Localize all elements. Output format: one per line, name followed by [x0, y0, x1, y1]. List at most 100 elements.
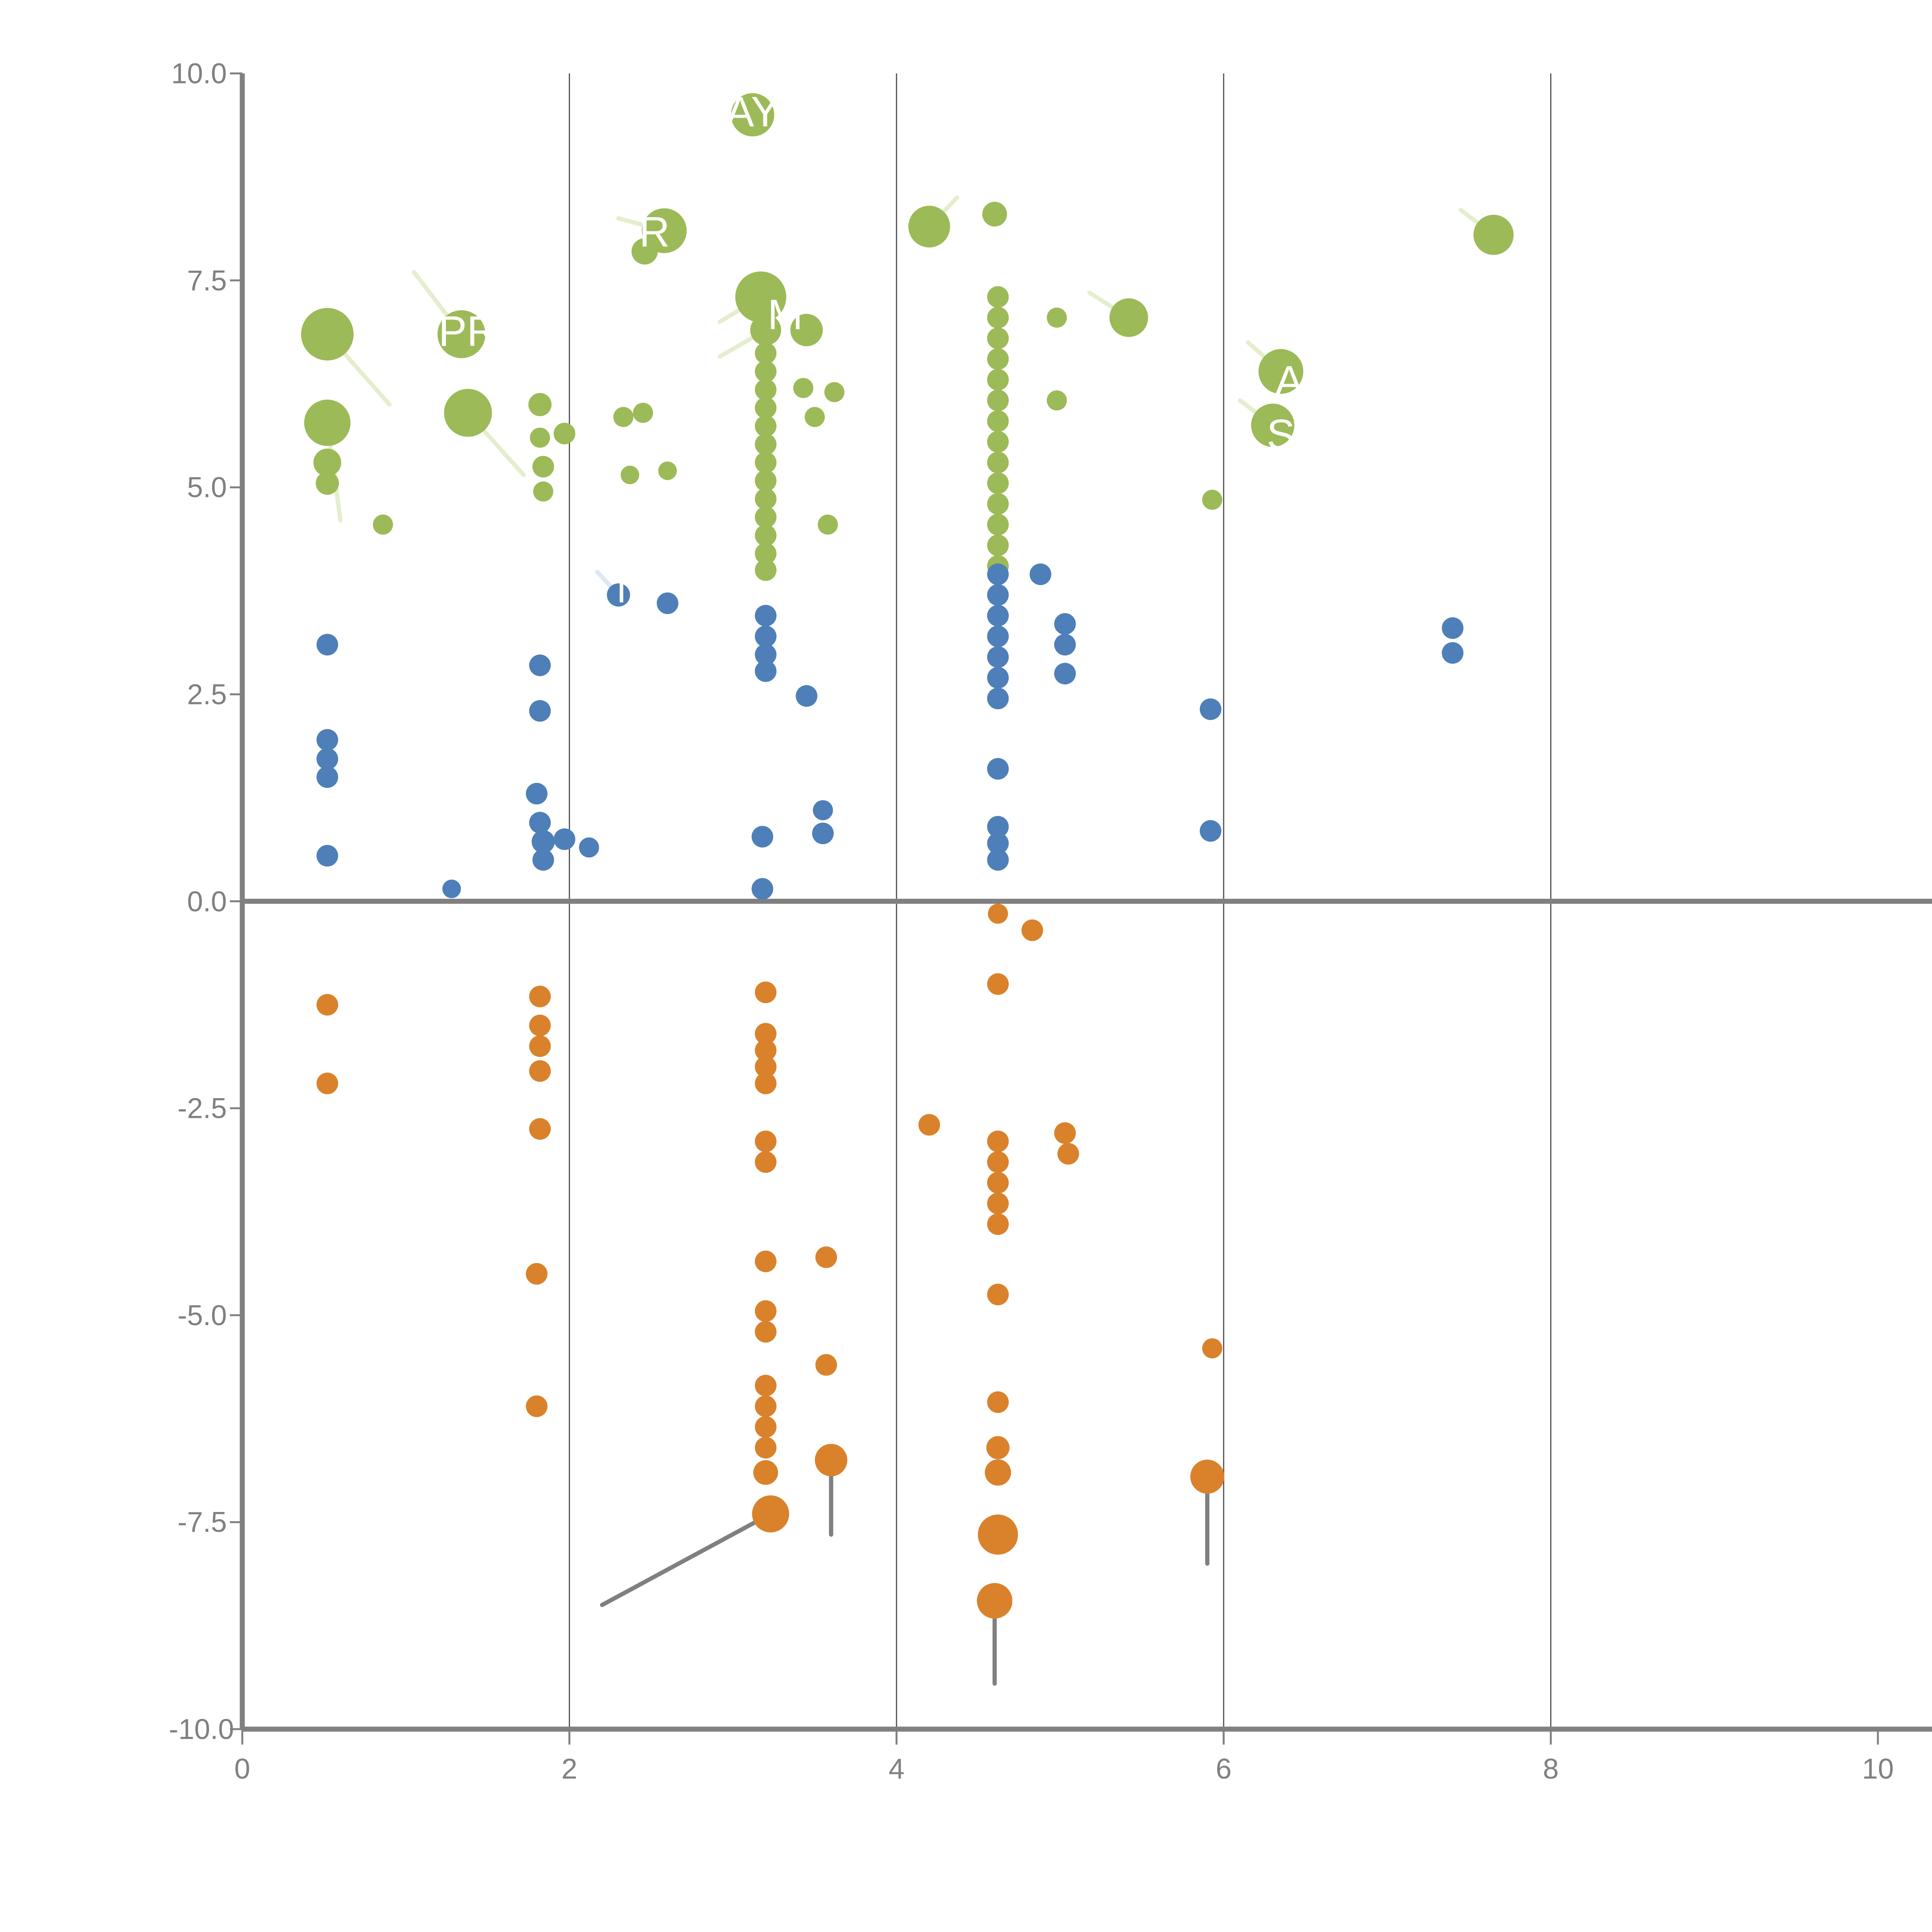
- data-point-green[interactable]: [908, 206, 950, 248]
- data-point-orange[interactable]: [755, 1023, 777, 1045]
- data-point-green[interactable]: [987, 348, 1009, 370]
- data-point-blue[interactable]: [987, 646, 1009, 668]
- data-point-blue[interactable]: [316, 729, 338, 751]
- data-point-green[interactable]: [316, 471, 339, 495]
- data-point-orange[interactable]: [987, 1151, 1009, 1173]
- data-point-orange[interactable]: [755, 1056, 777, 1078]
- data-point-green[interactable]: [373, 514, 393, 535]
- data-point-blue[interactable]: [1199, 698, 1221, 720]
- data-point-green[interactable]: [304, 400, 351, 446]
- data-point-orange[interactable]: [815, 1246, 837, 1268]
- data-point-green[interactable]: [1047, 308, 1067, 328]
- data-point-blue[interactable]: [656, 592, 679, 614]
- data-point-orange[interactable]: [1054, 1122, 1076, 1144]
- data-point-orange[interactable]: [755, 1416, 777, 1438]
- data-point-green[interactable]: [824, 382, 845, 402]
- data-point-green[interactable]: [1109, 298, 1148, 337]
- data-point-blue[interactable]: [987, 816, 1009, 838]
- data-point-green[interactable]: [987, 514, 1009, 536]
- data-point-orange[interactable]: [988, 903, 1008, 924]
- data-point-green[interactable]: [553, 422, 575, 444]
- data-point-blue[interactable]: [987, 832, 1009, 854]
- data-point-green[interactable]: [633, 403, 653, 423]
- data-point-blue[interactable]: [442, 879, 461, 898]
- data-point-green[interactable]: [1047, 390, 1067, 411]
- data-point-blue[interactable]: [529, 811, 551, 833]
- data-point-green[interactable]: [1202, 490, 1223, 510]
- data-point-green[interactable]: [804, 407, 825, 427]
- data-point-orange[interactable]: [978, 1514, 1018, 1555]
- data-point-blue[interactable]: [987, 667, 1009, 689]
- data-point-orange[interactable]: [755, 1072, 777, 1094]
- data-point-blue[interactable]: [987, 849, 1009, 871]
- data-point-green[interactable]: [755, 524, 777, 546]
- data-point-orange[interactable]: [755, 1130, 777, 1152]
- data-point-green[interactable]: [755, 342, 777, 364]
- data-point-orange[interactable]: [1202, 1338, 1223, 1359]
- data-point-green[interactable]: [987, 327, 1009, 349]
- data-point-green[interactable]: [621, 466, 639, 485]
- data-point-orange[interactable]: [918, 1114, 940, 1136]
- data-point-orange[interactable]: [986, 1436, 1010, 1459]
- data-point-green[interactable]: [530, 427, 550, 448]
- data-point-green[interactable]: [755, 470, 777, 492]
- data-point-orange[interactable]: [755, 1250, 777, 1272]
- data-point-blue[interactable]: [812, 822, 834, 844]
- data-point-blue[interactable]: [987, 687, 1009, 709]
- data-point-orange[interactable]: [316, 1072, 338, 1094]
- data-point-blue[interactable]: [531, 830, 555, 854]
- data-point-blue[interactable]: [579, 837, 599, 858]
- data-point-orange[interactable]: [755, 1395, 777, 1417]
- data-point-orange[interactable]: [526, 1263, 548, 1285]
- data-point-green[interactable]: [750, 315, 781, 346]
- data-point-blue[interactable]: [316, 766, 338, 788]
- data-point-orange[interactable]: [755, 1151, 777, 1173]
- data-point-green[interactable]: [755, 488, 777, 510]
- data-point-blue[interactable]: [1029, 563, 1051, 585]
- data-point-blue[interactable]: [1054, 634, 1076, 656]
- data-point-green[interactable]: [755, 361, 777, 383]
- data-point-blue[interactable]: [529, 654, 551, 676]
- data-point-blue[interactable]: [755, 625, 777, 647]
- data-point-blue[interactable]: [1442, 642, 1464, 664]
- data-point-blue[interactable]: [987, 625, 1009, 647]
- data-point-blue[interactable]: [526, 782, 548, 804]
- data-point-green[interactable]: [301, 308, 354, 361]
- data-point-orange[interactable]: [987, 1172, 1009, 1194]
- data-point-green[interactable]: [793, 378, 813, 398]
- data-point-green[interactable]: [755, 559, 777, 581]
- data-point-green[interactable]: [987, 369, 1009, 391]
- data-point-orange[interactable]: [977, 1583, 1013, 1619]
- data-point-blue[interactable]: [813, 800, 833, 820]
- data-point-blue[interactable]: [553, 828, 575, 850]
- data-point-orange[interactable]: [987, 1284, 1009, 1306]
- data-point-blue[interactable]: [755, 605, 777, 627]
- data-point-blue[interactable]: [607, 583, 630, 607]
- data-point-blue[interactable]: [532, 849, 554, 871]
- data-point-orange[interactable]: [987, 1192, 1009, 1214]
- data-point-blue[interactable]: [1199, 820, 1221, 842]
- data-point-green[interactable]: [818, 514, 838, 535]
- data-point-green[interactable]: [987, 472, 1009, 494]
- data-point-green[interactable]: [987, 286, 1009, 308]
- data-point-green[interactable]: [755, 379, 777, 401]
- data-point-green[interactable]: [1258, 349, 1303, 394]
- data-point-blue[interactable]: [1054, 663, 1076, 685]
- data-point-green[interactable]: [528, 393, 552, 416]
- data-point-blue[interactable]: [987, 605, 1009, 627]
- data-point-blue[interactable]: [316, 748, 338, 770]
- data-point-orange[interactable]: [755, 1437, 777, 1459]
- data-point-green[interactable]: [533, 481, 553, 502]
- data-point-green[interactable]: [731, 93, 774, 137]
- data-point-orange[interactable]: [1190, 1459, 1225, 1494]
- data-point-orange[interactable]: [755, 1321, 777, 1343]
- data-point-orange[interactable]: [529, 1014, 551, 1036]
- data-point-green[interactable]: [735, 271, 786, 323]
- data-point-green[interactable]: [631, 238, 658, 265]
- data-point-blue[interactable]: [987, 563, 1009, 585]
- data-point-green[interactable]: [755, 451, 777, 473]
- data-point-blue[interactable]: [752, 878, 774, 900]
- data-point-green[interactable]: [987, 451, 1009, 473]
- data-point-blue[interactable]: [755, 644, 777, 666]
- data-point-blue[interactable]: [752, 826, 774, 848]
